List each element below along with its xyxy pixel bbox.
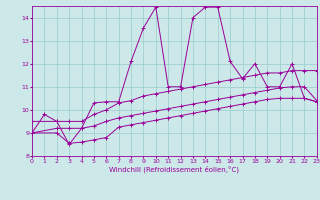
- X-axis label: Windchill (Refroidissement éolien,°C): Windchill (Refroidissement éolien,°C): [109, 165, 239, 173]
